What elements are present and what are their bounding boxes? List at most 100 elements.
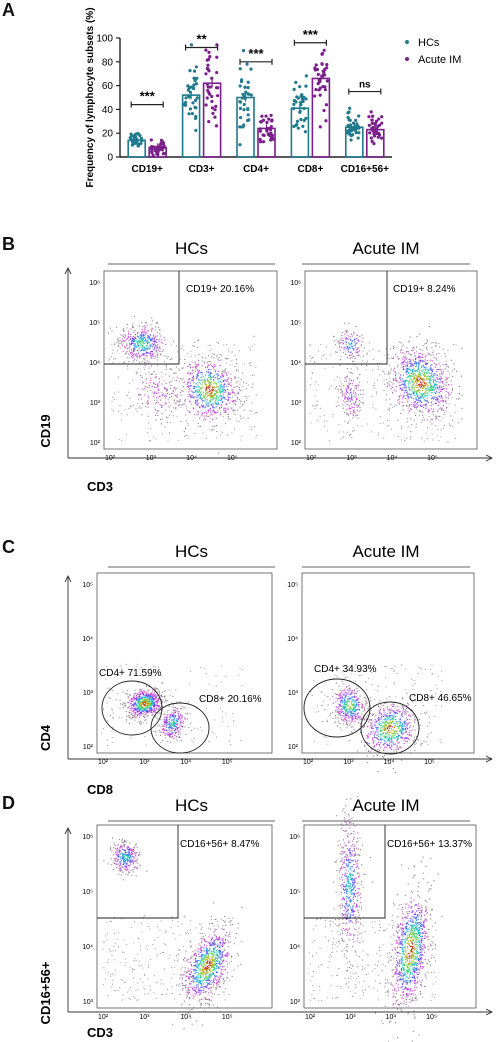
event-dot (122, 329, 124, 331)
event-dot (140, 394, 142, 396)
event-dot (161, 412, 163, 414)
event-dot (135, 408, 137, 410)
event-dot (435, 398, 437, 400)
event-dot (415, 380, 417, 382)
event-dot (417, 356, 419, 358)
data-point (187, 95, 192, 99)
event-dot (146, 705, 148, 707)
event-dot (153, 392, 155, 394)
y-axis-label: CD4 (38, 724, 53, 751)
event-dot (225, 713, 227, 715)
event-dot (170, 381, 172, 383)
event-dot (153, 665, 155, 667)
event-dot (443, 400, 445, 402)
event-dot (201, 405, 203, 407)
event-dot (184, 381, 186, 383)
event-dot (128, 711, 130, 713)
event-dot (414, 378, 416, 380)
event-dot (139, 374, 141, 376)
event-dot (144, 322, 146, 324)
event-dot (184, 435, 185, 437)
event-dot (118, 672, 120, 674)
event-dot (438, 395, 440, 397)
event-dot (353, 333, 355, 335)
event-dot (204, 412, 206, 414)
event-dot (394, 371, 396, 373)
event-dot (163, 713, 165, 715)
event-dot (355, 394, 357, 396)
data-point (162, 144, 166, 148)
event-dot (216, 383, 218, 385)
event-dot (196, 382, 198, 384)
event-dot (248, 363, 250, 364)
event-dot (415, 369, 417, 371)
event-dot (196, 394, 198, 396)
event-dot (150, 692, 152, 694)
event-dot (132, 356, 134, 358)
data-point (150, 149, 154, 154)
data-point (207, 57, 211, 61)
event-dot (354, 338, 356, 340)
event-dot (232, 400, 234, 402)
event-dot (248, 346, 250, 348)
event-dot (341, 711, 343, 713)
event-dot (406, 380, 408, 382)
event-dot (189, 401, 191, 403)
event-dot (387, 420, 388, 422)
event-dot (410, 394, 412, 396)
event-dot (153, 407, 155, 409)
event-dot (438, 363, 440, 365)
event-dot (337, 707, 339, 709)
event-dot (165, 388, 167, 390)
event-dot (383, 354, 385, 356)
event-dot (166, 393, 168, 395)
event-dot (409, 362, 411, 364)
event-dot (143, 353, 145, 355)
data-point (188, 107, 193, 111)
event-dot (138, 336, 140, 338)
event-dot (351, 437, 353, 438)
event-dot (397, 402, 399, 404)
event-dot (351, 719, 353, 721)
event-dot (416, 336, 418, 338)
event-dot (167, 733, 169, 735)
event-dot (402, 396, 404, 398)
event-dot (435, 391, 437, 393)
event-dot (169, 723, 171, 725)
event-dot (420, 373, 422, 375)
data-point (213, 115, 217, 119)
event-dot (350, 693, 352, 695)
event-dot (168, 734, 170, 736)
event-dot (209, 409, 211, 411)
event-dot (352, 392, 354, 394)
event-dot (208, 387, 210, 389)
event-dot (133, 350, 135, 352)
event-dot (214, 412, 216, 414)
event-dot (389, 398, 391, 400)
event-dot (351, 712, 353, 714)
event-dot (225, 368, 227, 369)
event-dot (211, 396, 213, 398)
event-dot (427, 360, 429, 362)
event-dot (355, 700, 357, 702)
event-dot (347, 396, 349, 398)
event-dot (164, 719, 166, 721)
event-dot (404, 384, 406, 386)
event-dot (127, 707, 129, 709)
event-dot (433, 373, 435, 375)
event-dot (120, 676, 122, 678)
event-dot (235, 400, 237, 402)
event-dot (371, 684, 373, 686)
event-dot (412, 406, 414, 408)
event-dot (422, 419, 424, 421)
event-dot (147, 689, 149, 691)
event-dot (419, 666, 421, 668)
event-dot (445, 402, 447, 404)
event-dot (338, 348, 340, 350)
event-dot (412, 398, 414, 400)
event-dot (145, 361, 147, 363)
event-dot (344, 697, 346, 699)
event-dot (149, 440, 151, 442)
event-dot (393, 389, 395, 391)
event-dot (189, 389, 191, 391)
